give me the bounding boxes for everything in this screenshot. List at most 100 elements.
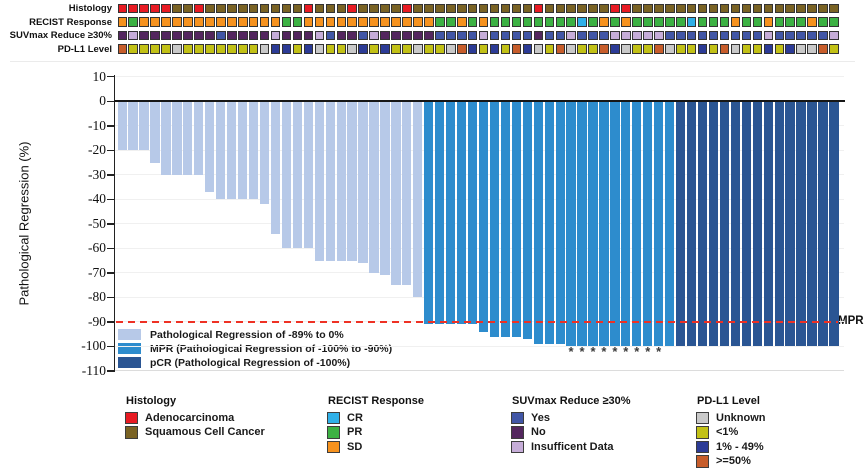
y-tick-mark <box>107 125 115 127</box>
waterfall-bar <box>566 102 576 347</box>
annotation-square <box>183 30 193 41</box>
annotation-square <box>719 3 730 14</box>
y-tick-label: -100 <box>81 338 106 354</box>
legend-swatch <box>696 455 709 468</box>
annotation-square <box>467 30 478 41</box>
annotation-square <box>391 44 401 54</box>
annotation-square <box>446 30 456 41</box>
annotation-square <box>391 30 401 41</box>
asterisk-marker: * <box>612 344 618 359</box>
annotation-square <box>314 17 325 27</box>
annotation-square <box>774 17 785 27</box>
waterfall-bar <box>730 102 740 347</box>
annotation-square <box>117 17 128 27</box>
waterfall-bar <box>686 102 697 347</box>
legend-item-label: Unknown <box>716 411 766 424</box>
annotation-square <box>807 3 817 14</box>
annotation-square <box>205 30 215 41</box>
annotation-square <box>610 30 620 41</box>
legend-group-suvmax: SUVmax Reduce ≥30% Yes No Insufficent Data <box>511 395 711 472</box>
annotation-square <box>730 30 741 41</box>
annotation-square <box>194 44 204 54</box>
y-tick-mark <box>107 76 115 78</box>
legend-swatch <box>696 411 709 424</box>
annotation-square <box>577 17 587 27</box>
legend-swatch <box>327 411 340 424</box>
waterfall-bar <box>785 102 795 347</box>
annotation-square <box>172 3 182 14</box>
annotation-square <box>281 17 292 27</box>
annotation-square <box>128 17 139 27</box>
annotation-square <box>489 3 500 14</box>
legend-group-recist: RECIST Response CR PR SD <box>327 395 527 472</box>
annotation-square <box>566 44 577 54</box>
annotation-square <box>183 3 193 14</box>
asterisk-marker: * <box>645 344 651 359</box>
y-tick-label: -60 <box>88 240 106 256</box>
annotation-square <box>818 44 828 54</box>
annotation-square <box>227 30 237 41</box>
plot-legend-swatch-pcr <box>118 357 141 368</box>
waterfall-bar <box>281 102 292 249</box>
annotation-square <box>741 3 752 14</box>
waterfall-bar <box>610 102 620 347</box>
annotation-square <box>697 3 708 14</box>
annotation-square <box>161 44 171 54</box>
annotation-square <box>829 3 839 14</box>
annotation-square <box>467 17 478 27</box>
annotation-square <box>533 17 544 27</box>
plot-legend-swatch-mpr <box>118 343 141 354</box>
annotation-square <box>172 17 182 27</box>
waterfall-bar <box>237 102 248 200</box>
annotation-square <box>281 44 292 54</box>
waterfall-bar <box>577 102 587 347</box>
annotation-square <box>424 30 434 41</box>
annotation-square <box>325 30 336 41</box>
annotation-square <box>599 30 609 41</box>
asterisk-marker: * <box>634 344 640 359</box>
y-gridline <box>115 370 844 372</box>
annotation-square <box>829 30 839 41</box>
annotation-square <box>774 44 785 54</box>
annotation-square <box>139 30 149 41</box>
annotation-square <box>336 17 347 27</box>
waterfall-bar <box>643 102 653 347</box>
legend-swatch <box>696 440 709 454</box>
y-axis-title: Pathological Regression (%) <box>16 141 32 306</box>
annotation-square <box>248 30 259 41</box>
annotation-square <box>325 44 336 54</box>
annotation-square <box>237 44 248 54</box>
waterfall-bar <box>314 102 324 261</box>
annotation-square <box>621 30 631 41</box>
annotation-square <box>796 3 806 14</box>
annotation-square <box>686 44 697 54</box>
asterisk-marker: * <box>590 344 596 359</box>
y-gridline <box>115 345 844 347</box>
annotation-square <box>621 17 631 27</box>
annotation-square <box>643 44 653 54</box>
annotation-square <box>369 17 379 27</box>
zero-baseline <box>113 100 845 103</box>
annotation-square <box>128 30 139 41</box>
annotation-square <box>555 44 566 54</box>
legend-item-label: Squamous Cell Cancer <box>145 426 265 439</box>
waterfall-bar <box>194 102 204 175</box>
annotation-square <box>511 30 522 41</box>
annotation-square <box>511 44 522 54</box>
annotation-square <box>632 17 642 27</box>
annotation-square <box>752 44 763 54</box>
annotation-square <box>610 44 620 54</box>
annotation-square <box>610 3 620 14</box>
annotation-square <box>522 44 533 54</box>
y-tick-label: -90 <box>88 313 106 329</box>
annotation-square <box>303 44 314 54</box>
annotation-square <box>172 44 182 54</box>
annotation-square <box>380 3 390 14</box>
annotation-square <box>544 3 555 14</box>
annotation-square <box>117 44 128 54</box>
annotation-square <box>741 30 752 41</box>
waterfall-bar <box>402 102 412 286</box>
annotation-square <box>227 44 237 54</box>
annotation-square <box>478 30 489 41</box>
annotation-square <box>632 3 642 14</box>
